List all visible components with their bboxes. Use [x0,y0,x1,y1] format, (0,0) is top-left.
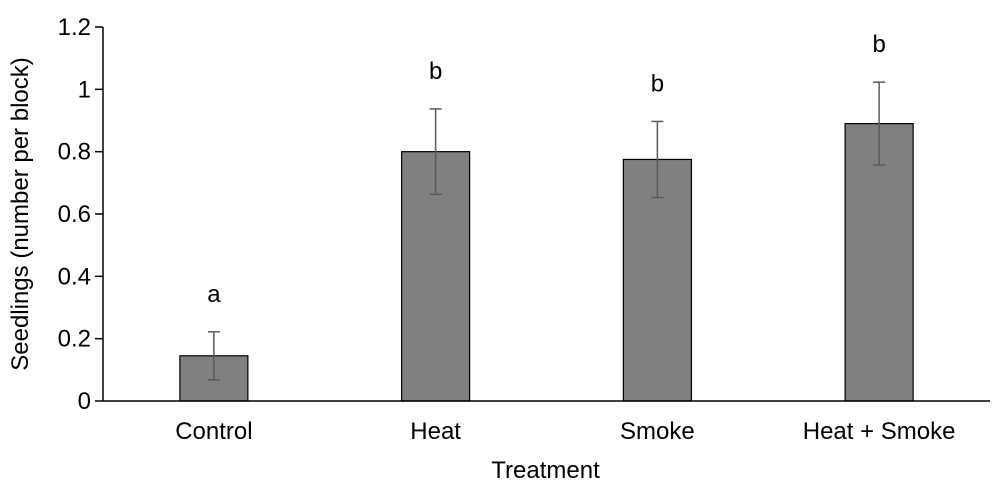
significance-letter: a [207,281,221,308]
bar-heat-smoke [844,123,914,402]
significance-letter: b [429,58,442,85]
error-bars [207,81,886,381]
y-tick-label: 0.2 [58,326,91,353]
significance-letters: a b b b [207,31,886,308]
x-axis-title: Treatment [491,457,600,484]
y-tick-label: 1 [78,76,91,103]
significance-letter: b [651,70,664,97]
significance-letter: b [872,31,885,58]
y-tick-label: 0.8 [58,139,91,166]
y-tick-label: 0.6 [58,201,91,228]
x-tick-label: Smoke [620,418,695,445]
x-tick-label: Heat + Smoke [803,418,956,445]
y-tick-label: 0.4 [58,263,91,290]
x-tick-label: Heat [410,418,461,445]
bar-smoke [622,158,692,402]
y-tick-label: 0 [78,388,91,415]
y-tick-label: 1.2 [58,14,91,41]
y-axis-ticks: 0 0.2 0.4 0.6 0.8 1 1.2 [58,14,103,415]
bars [179,123,914,402]
x-axis-tick-labels: Control Heat Smoke Heat + Smoke [175,418,955,445]
y-axis-title: Seedlings (number per block) [7,57,34,371]
x-tick-label: Control [175,418,252,445]
